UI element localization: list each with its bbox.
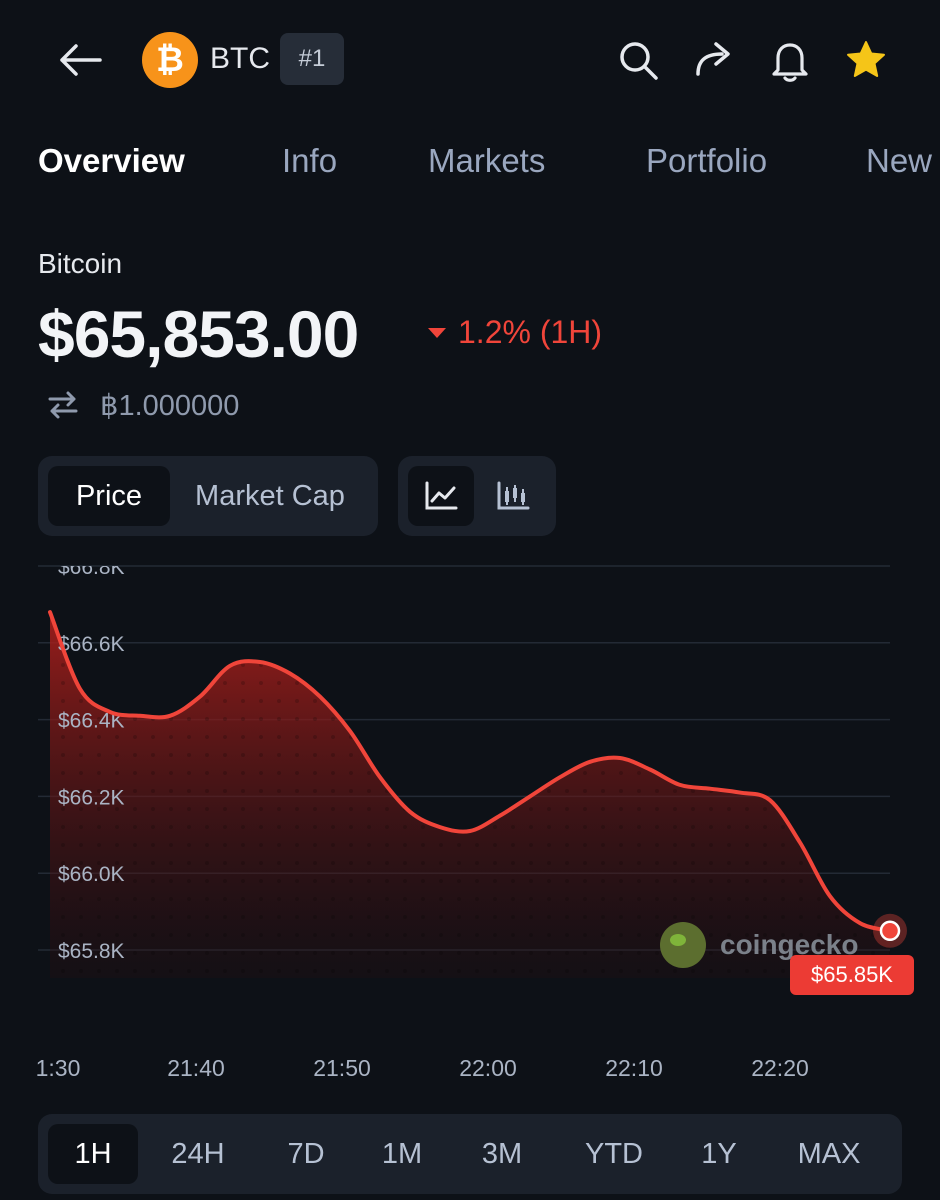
coingecko-watermark: coingecko — [660, 922, 858, 968]
current-price: $65,853.00 — [38, 297, 359, 371]
down-triangle-icon — [428, 327, 446, 338]
range-1h[interactable]: 1H — [48, 1124, 138, 1184]
price-change: 1.2% (1H) — [428, 314, 602, 351]
bitcoin-logo-icon: ₿ — [142, 32, 198, 88]
y-tick-label: $66.2K — [58, 786, 125, 809]
y-tick-label: $65.8K — [58, 940, 125, 963]
price-toggle-button[interactable]: Price — [48, 466, 170, 526]
btc-conversion: ฿1.000000 — [100, 390, 240, 422]
time-range-selector: 1H 24H 7D 1M 3M YTD 1Y MAX — [38, 1114, 902, 1194]
x-tick-label: 22:10 — [605, 1055, 663, 1081]
y-tick-label: $66.4K — [58, 710, 125, 733]
coingecko-logo-icon — [660, 922, 706, 968]
candlestick-chart-icon[interactable] — [480, 466, 546, 526]
coin-ticker: BTC — [210, 42, 270, 75]
watermark-text: coingecko — [720, 929, 859, 960]
y-tick-label: $66.0K — [58, 863, 125, 886]
top-bar: ₿ BTC #1 — [0, 0, 940, 120]
chart-type-toggle — [398, 456, 556, 536]
search-icon[interactable] — [616, 38, 660, 82]
coin-name: Bitcoin — [38, 248, 123, 279]
marker-dot — [879, 920, 901, 942]
line-chart-icon[interactable] — [408, 466, 474, 526]
range-3m[interactable]: 3M — [481, 1137, 523, 1170]
rank-badge: #1 — [280, 33, 344, 85]
swap-arrows-icon[interactable] — [46, 388, 80, 422]
tab-portfolio[interactable]: Portfolio — [646, 142, 768, 179]
share-icon[interactable] — [692, 38, 736, 82]
tab-markets[interactable]: Markets — [428, 142, 546, 179]
price-area-dots — [50, 612, 890, 978]
section-tabs: Overview Info Markets Portfolio New — [0, 142, 940, 192]
market-cap-toggle-button[interactable]: Market Cap — [195, 479, 345, 512]
tab-news[interactable]: New — [866, 142, 933, 179]
range-ytd[interactable]: YTD — [585, 1137, 643, 1170]
range-1y[interactable]: 1Y — [701, 1137, 737, 1170]
range-1m[interactable]: 1M — [381, 1137, 423, 1170]
back-arrow-icon[interactable] — [56, 38, 104, 82]
x-tick-label: 22:20 — [751, 1055, 809, 1081]
range-24h[interactable]: 24H — [171, 1137, 225, 1170]
x-tick-label: 22:00 — [459, 1055, 517, 1081]
x-tick-label: 1:30 — [36, 1055, 81, 1081]
price-marketcap-toggle: Price Market Cap — [38, 456, 378, 536]
price-line — [48, 610, 892, 933]
star-icon[interactable] — [844, 38, 888, 82]
price-chart[interactable]: $66.8K $66.6K $66.4K $66.2K $66.0K $65.8K 1:3… — [0, 548, 940, 1088]
x-tick-label: 21:40 — [167, 1055, 225, 1081]
range-7d[interactable]: 7D — [287, 1137, 325, 1170]
bell-icon[interactable] — [768, 38, 812, 82]
tab-info[interactable]: Info — [282, 142, 338, 179]
range-max[interactable]: MAX — [797, 1137, 861, 1170]
last-price-badge: $65.85K — [790, 955, 914, 995]
tab-overview[interactable]: Overview — [38, 142, 185, 179]
x-tick-label: 21:50 — [313, 1055, 371, 1081]
last-price-marker — [873, 913, 907, 948]
y-tick-label: $66.6K — [58, 633, 125, 656]
price-change-value: 1.2% (1H) — [458, 314, 603, 350]
y-tick-label: $66.8K — [58, 556, 125, 579]
